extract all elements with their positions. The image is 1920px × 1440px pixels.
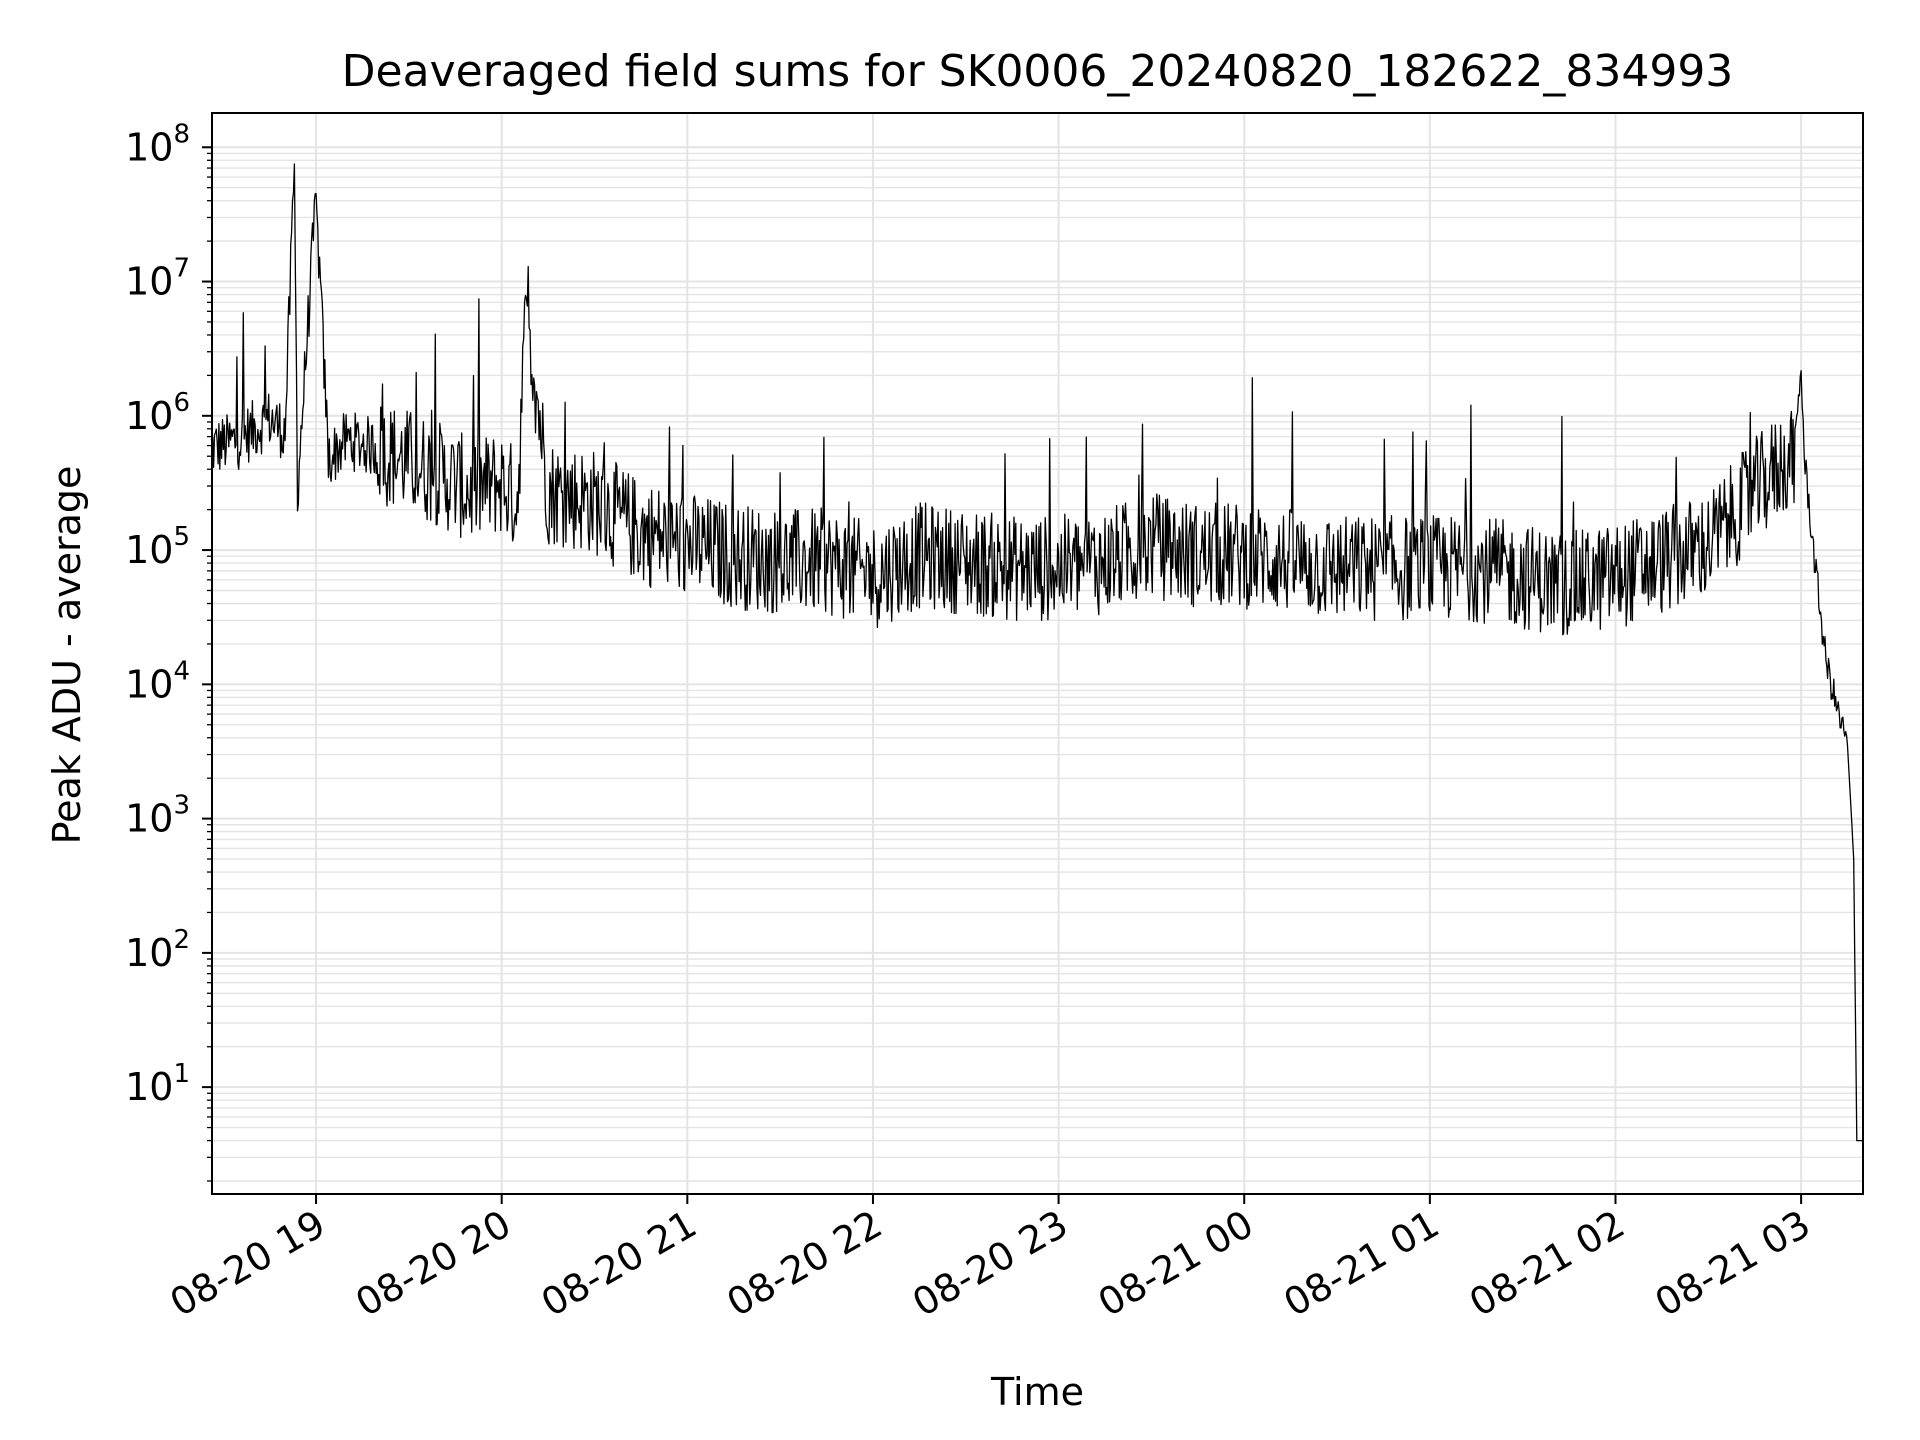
y-tick-label: 106: [125, 388, 190, 438]
y-tick-label: 102: [125, 925, 190, 975]
chart-title: Deaveraged field sums for SK0006_2024082…: [342, 46, 1734, 97]
y-tick-label: 105: [125, 522, 190, 572]
y-axis-label: Peak ADU - average: [45, 466, 89, 845]
y-tick-label: 107: [125, 254, 190, 304]
plot-frame: [211, 112, 1864, 1195]
x-axis-label: Time: [990, 1370, 1084, 1414]
y-tick-label: 108: [125, 119, 190, 169]
grid: [212, 113, 1863, 1194]
y-tick-label: 104: [125, 656, 190, 706]
y-tick-label: 101: [125, 1059, 190, 1109]
y-tick-label: 103: [125, 791, 190, 841]
series-line: [210, 163, 1863, 1142]
